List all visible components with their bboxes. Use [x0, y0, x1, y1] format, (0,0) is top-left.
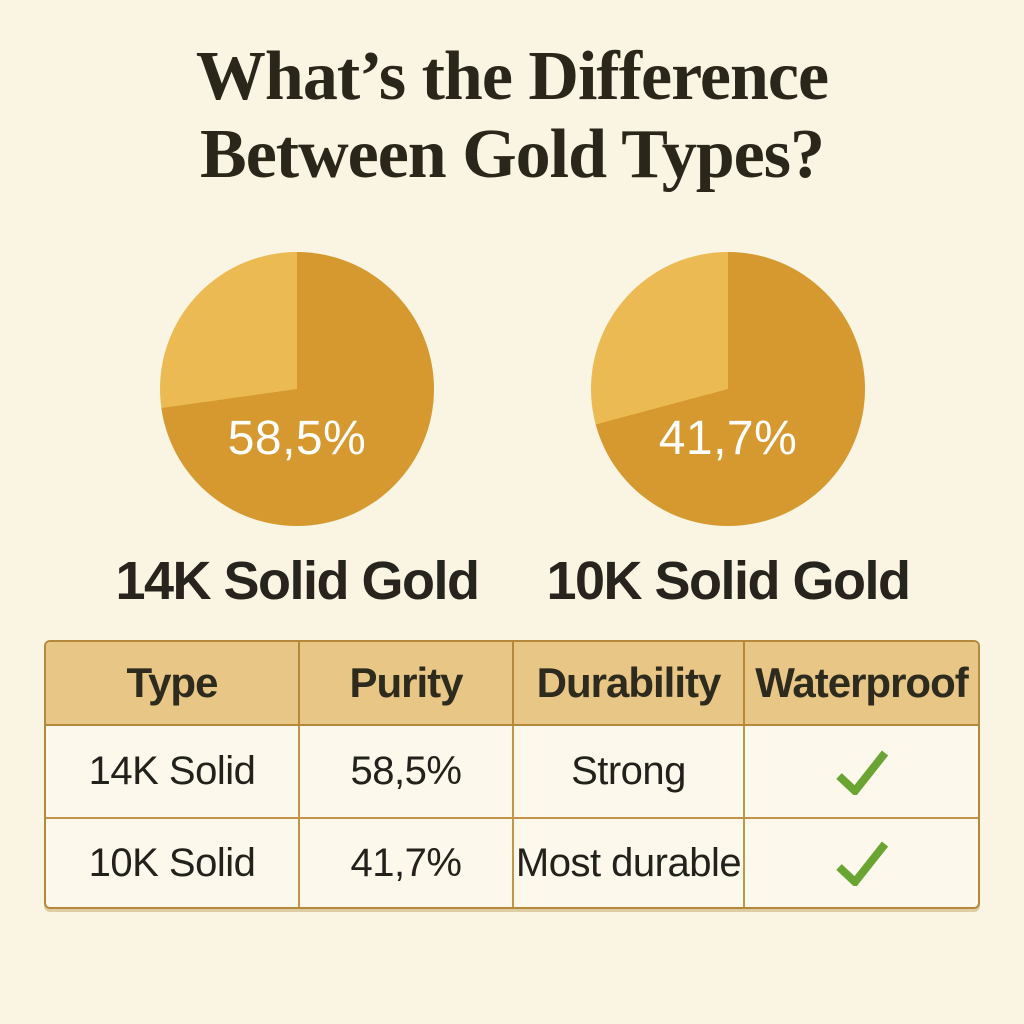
table-header-purity: Purity: [300, 642, 514, 726]
pie-caption-14k: 14K Solid Gold: [115, 551, 480, 611]
table-header-type: Type: [46, 642, 300, 726]
table-header-waterproof: Waterproof: [745, 642, 978, 726]
pie-caption-10k: 10K Solid Gold: [546, 551, 911, 611]
comparison-table: Type Purity Durability Waterproof 14K So…: [44, 640, 980, 909]
table-cell-waterproof-10k: [745, 817, 978, 907]
pie-value-label-14k: 58,5%: [227, 412, 367, 465]
pie-chart-14k: 58,5%: [160, 252, 434, 526]
page-title-line1: What’s the Difference: [195, 38, 829, 115]
table-cell-durability-14k: Strong: [514, 726, 745, 817]
page-title-line2: Between Gold Types?: [200, 116, 825, 194]
pie-value-label-10k: 41,7%: [658, 412, 798, 465]
pie-group-10k: 41,7% 10K Solid Gold: [528, 252, 928, 612]
table-cell-type-10k: 10K Solid: [46, 817, 300, 907]
page-title: What’s the Difference Between Gold Types?: [0, 38, 1024, 195]
table-cell-purity-10k: 41,7%: [300, 817, 514, 907]
pie-chart-10k: 41,7%: [591, 252, 865, 526]
table-cell-durability-10k: Most durable: [514, 817, 745, 907]
table-cell-purity-14k: 58,5%: [300, 726, 514, 817]
table-cell-type-14k: 14K Solid: [46, 726, 300, 817]
check-icon: [834, 749, 890, 795]
table-header-durability: Durability: [514, 642, 745, 726]
check-icon: [834, 840, 890, 886]
table-cell-waterproof-14k: [745, 726, 978, 817]
pie-group-14k: 58,5% 14K Solid Gold: [97, 252, 497, 612]
